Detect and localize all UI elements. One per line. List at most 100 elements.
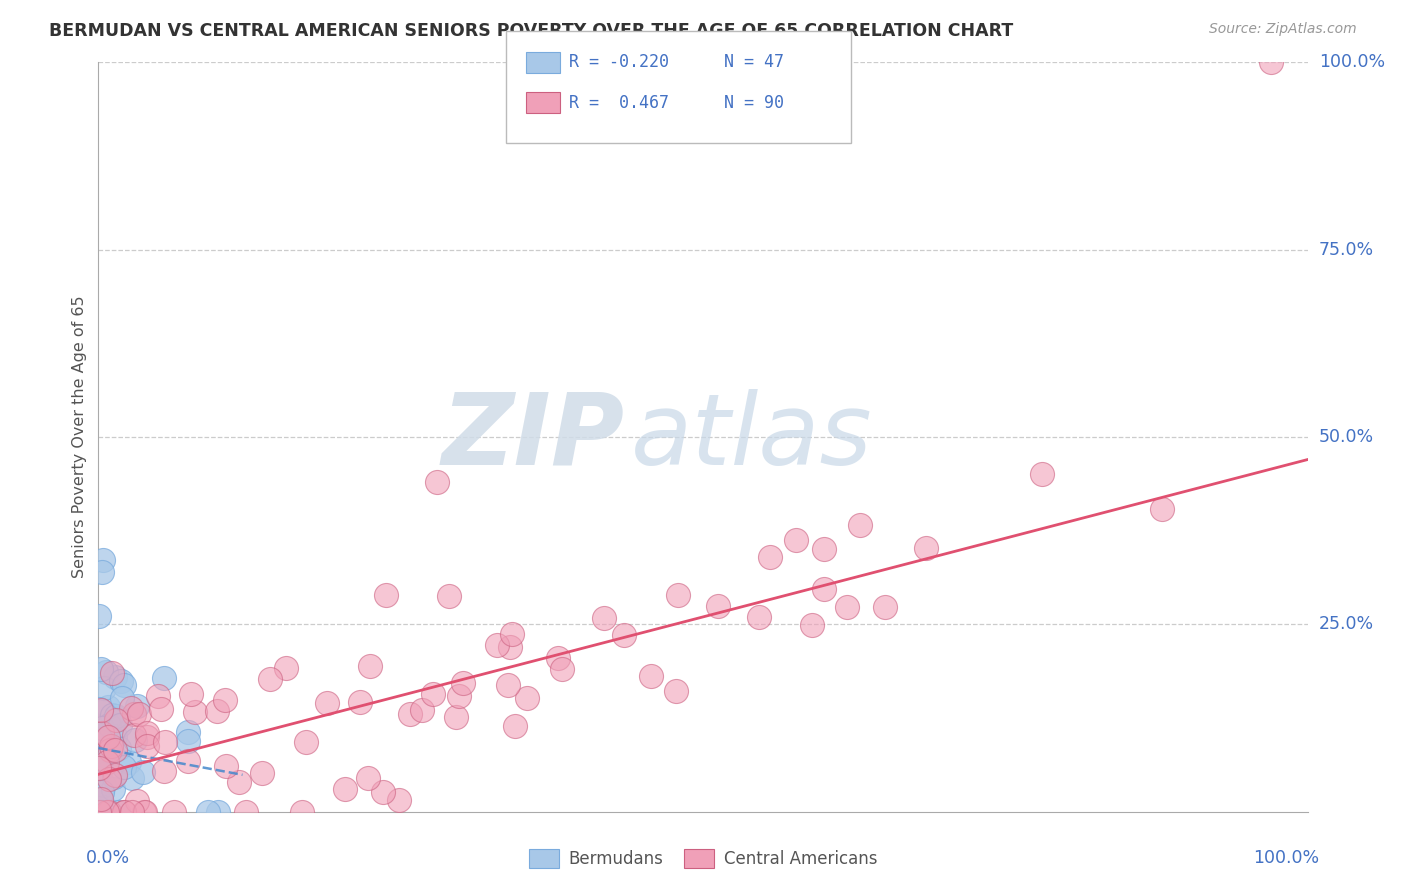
Point bbox=[150, 702, 173, 716]
Point bbox=[107, 805, 129, 819]
Point bbox=[101, 666, 124, 681]
Point bbox=[127, 794, 149, 808]
Point bbox=[97, 730, 120, 744]
Point bbox=[89, 751, 111, 765]
Point bbox=[547, 651, 569, 665]
Point bbox=[134, 805, 156, 819]
Point bbox=[112, 760, 135, 774]
Point bbox=[128, 706, 150, 721]
Point bbox=[437, 589, 460, 603]
Point bbox=[184, 705, 207, 719]
Point bbox=[503, 718, 526, 732]
Y-axis label: Seniors Poverty Over the Age of 65: Seniors Poverty Over the Age of 65 bbox=[72, 296, 87, 578]
Point bbox=[748, 610, 770, 624]
Point bbox=[118, 755, 141, 769]
Point bbox=[835, 599, 858, 614]
Text: Source: ZipAtlas.com: Source: ZipAtlas.com bbox=[1209, 22, 1357, 37]
Text: BERMUDAN VS CENTRAL AMERICAN SENIORS POVERTY OVER THE AGE OF 65 CORRELATION CHAR: BERMUDAN VS CENTRAL AMERICAN SENIORS POV… bbox=[49, 22, 1014, 40]
Point bbox=[485, 638, 508, 652]
Point bbox=[235, 805, 257, 819]
Text: 100.0%: 100.0% bbox=[1254, 849, 1320, 867]
Point bbox=[91, 721, 114, 735]
Point bbox=[801, 617, 824, 632]
Point bbox=[108, 718, 131, 732]
Point bbox=[136, 725, 159, 739]
Point bbox=[180, 688, 202, 702]
Point bbox=[214, 693, 236, 707]
Point bbox=[104, 713, 127, 727]
Point bbox=[665, 683, 688, 698]
Point bbox=[371, 785, 394, 799]
Point bbox=[593, 611, 616, 625]
Point bbox=[813, 542, 835, 557]
Point bbox=[87, 744, 110, 758]
Point bbox=[108, 741, 131, 756]
Point bbox=[121, 771, 143, 785]
Point bbox=[101, 745, 124, 759]
Point bbox=[105, 709, 128, 723]
Point bbox=[1260, 55, 1282, 70]
Point bbox=[97, 772, 120, 786]
Point bbox=[91, 726, 114, 740]
Point bbox=[274, 661, 297, 675]
Point bbox=[87, 608, 110, 623]
Text: R = -0.220: R = -0.220 bbox=[569, 54, 669, 71]
Point bbox=[87, 702, 110, 716]
Point bbox=[422, 687, 444, 701]
Point bbox=[91, 805, 114, 819]
Point bbox=[132, 764, 155, 779]
Point bbox=[90, 662, 112, 676]
Point bbox=[96, 805, 118, 819]
Point bbox=[177, 734, 200, 748]
Point bbox=[359, 658, 381, 673]
Point bbox=[516, 691, 538, 706]
Point bbox=[499, 640, 522, 655]
Text: 25.0%: 25.0% bbox=[1319, 615, 1374, 633]
Point bbox=[101, 708, 124, 723]
Point bbox=[125, 698, 148, 713]
Text: atlas: atlas bbox=[630, 389, 872, 485]
Point bbox=[759, 549, 782, 564]
Text: 0.0%: 0.0% bbox=[86, 849, 131, 867]
Point bbox=[291, 805, 314, 819]
Point bbox=[132, 805, 155, 819]
Legend: Bermudans, Central Americans: Bermudans, Central Americans bbox=[522, 842, 884, 874]
Point bbox=[388, 793, 411, 807]
Point bbox=[551, 663, 574, 677]
Point bbox=[1152, 502, 1174, 516]
Point bbox=[124, 732, 146, 747]
Point bbox=[228, 774, 250, 789]
Point bbox=[87, 805, 110, 819]
Point bbox=[89, 731, 111, 746]
Text: 50.0%: 50.0% bbox=[1319, 428, 1374, 446]
Point bbox=[91, 553, 114, 567]
Point bbox=[90, 792, 112, 806]
Point bbox=[316, 696, 339, 710]
Point bbox=[112, 805, 135, 819]
Point bbox=[163, 805, 186, 819]
Point bbox=[411, 703, 433, 717]
Point bbox=[104, 670, 127, 684]
Point bbox=[375, 588, 398, 602]
Point bbox=[107, 711, 129, 725]
Text: N = 47: N = 47 bbox=[724, 54, 785, 71]
Point bbox=[444, 710, 467, 724]
Point bbox=[136, 739, 159, 754]
Point bbox=[259, 672, 281, 686]
Point bbox=[104, 743, 127, 757]
Point bbox=[668, 588, 690, 602]
Point bbox=[496, 678, 519, 692]
Text: R =  0.467: R = 0.467 bbox=[569, 94, 669, 112]
Point bbox=[207, 805, 229, 819]
Point bbox=[89, 734, 111, 748]
Point bbox=[447, 690, 470, 704]
Point bbox=[120, 701, 142, 715]
Point bbox=[295, 734, 318, 748]
Text: 100.0%: 100.0% bbox=[1319, 54, 1385, 71]
Point bbox=[110, 673, 132, 688]
Point bbox=[612, 628, 634, 642]
Point bbox=[707, 599, 730, 613]
Point bbox=[176, 724, 198, 739]
Point bbox=[153, 671, 176, 685]
Point bbox=[153, 735, 176, 749]
